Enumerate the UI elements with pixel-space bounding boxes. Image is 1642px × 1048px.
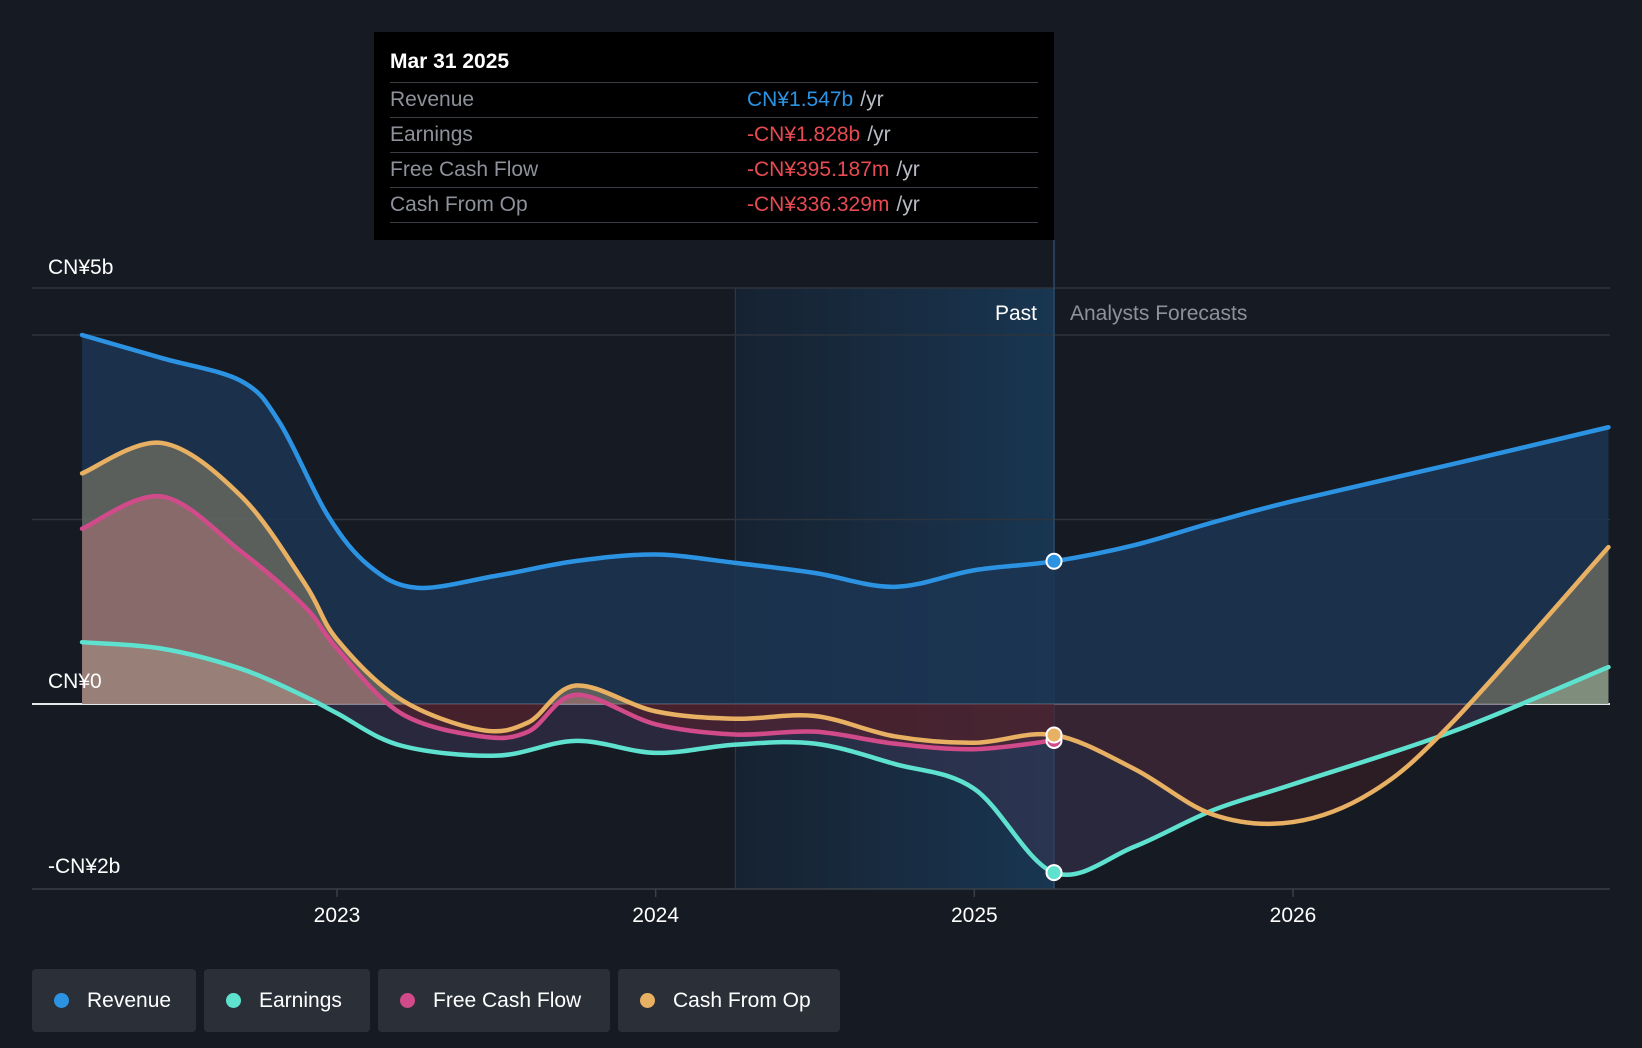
tooltip-label: Cash From Op [390,193,528,216]
legend-label: Free Cash Flow [433,988,582,1012]
revenue-marker [1045,552,1063,570]
cash-from-op-area-positive [82,442,1609,704]
y-tick-label: -CN¥2b [48,855,120,878]
revenue-area-positive [82,335,1609,704]
tooltip-unit: /yr [860,88,884,111]
tooltip-row-earnings: Earnings -CN¥1.828b /yr [390,117,1038,152]
legend-revenue[interactable]: Revenue [32,969,196,1032]
earnings-marker [1045,864,1063,882]
revenue-line [79,332,1611,591]
legend-free-cash-flow[interactable]: Free Cash Flow [378,969,610,1032]
earnings-dot-icon [226,993,241,1008]
tooltip-unit: /yr [867,123,891,146]
tooltip-unit: /yr [896,158,920,181]
legend-label: Revenue [87,988,172,1012]
tooltip-value: -CN¥395.187m [747,158,890,181]
free-cash-flow-dot-icon [400,993,415,1008]
cash-from-op-dot-icon [640,993,655,1008]
cash-from-op-area-negative [82,704,1609,824]
revenue-dot-icon [54,993,69,1008]
cash-from-op-marker [1045,726,1063,744]
tooltip-label: Earnings [390,123,473,146]
earnings-area-negative [82,704,1609,875]
legend-earnings[interactable]: Earnings [204,969,370,1032]
tooltip-value: -CN¥336.329m [747,193,890,216]
tooltip-label: Revenue [390,88,475,111]
y-tick-label: CN¥5b [48,256,113,279]
past-label: Past [995,302,1037,325]
tooltip-unit: /yr [896,193,920,216]
forecast-label: Analysts Forecasts [1070,302,1247,325]
free-cash-flow-line [79,494,1057,752]
x-tick-label: 2023 [314,904,361,927]
tooltip-row-revenue: Revenue CN¥1.547b /yr [390,82,1038,117]
earnings-line [79,639,1611,877]
tooltip-value: CN¥1.547b [747,88,854,111]
x-tick-label: 2025 [951,904,998,927]
tooltip: Mar 31 2025 Revenue CN¥1.547b /yr Earnin… [374,32,1054,240]
free-cash-flow-area-positive [82,496,1054,704]
tooltip-row-free-cash-flow: Free Cash Flow -CN¥395.187m /yr [390,152,1038,187]
tooltip-label: Free Cash Flow [390,158,539,181]
y-tick-label: CN¥0 [48,670,102,693]
tooltip-row-cash-from-op: Cash From Op -CN¥336.329m /yr [390,187,1038,223]
legend-label: Earnings [259,988,342,1012]
x-tick-label: 2026 [1270,904,1317,927]
tooltip-date: Mar 31 2025 [390,50,510,73]
tooltip-value: -CN¥1.828b [747,123,861,146]
legend-cash-from-op[interactable]: Cash From Op [618,969,840,1032]
x-tick-label: 2024 [632,904,679,927]
cash-from-op-line [79,440,1611,827]
legend-label: Cash From Op [673,988,811,1012]
